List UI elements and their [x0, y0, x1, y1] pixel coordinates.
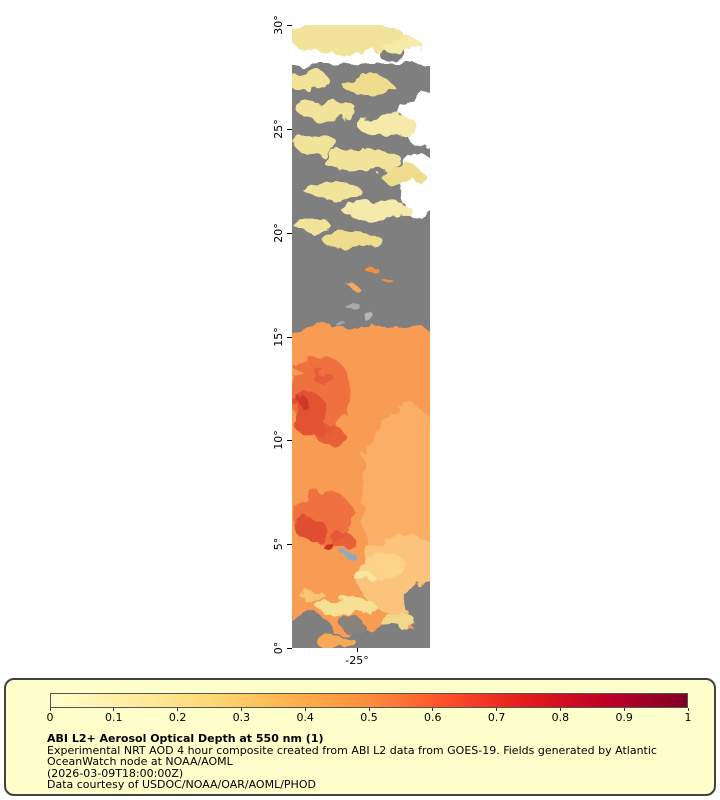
- colorbar-tick-label: 0.5: [360, 711, 378, 724]
- tick-mark: [240, 708, 242, 711]
- tick-mark: [287, 439, 292, 441]
- legend-text: ABI L2+ Aerosol Optical Depth at 550 nm …: [47, 733, 694, 791]
- tick-mark: [432, 708, 434, 711]
- colorbar-tick-label: 0.3: [232, 711, 251, 724]
- tick-mark: [687, 708, 689, 711]
- colorbar-tick-label: 0.9: [615, 711, 633, 724]
- y-axis-label: 10°: [272, 430, 285, 450]
- tick-mark: [287, 647, 292, 649]
- colorbar-tick-label: 1: [684, 711, 692, 724]
- tick-mark: [287, 336, 292, 338]
- y-axis-label: 25°: [272, 119, 285, 139]
- tick-mark: [496, 708, 498, 711]
- colorbar-ticks: 0 0.1 0.2 0.3 0.4 0.5 0.6 0.7 0.8 0.9 1: [46, 708, 692, 728]
- colorbar-tick-label: 0.2: [168, 711, 187, 724]
- x-axis-label: -25°: [345, 654, 369, 667]
- tick-mark: [287, 128, 292, 130]
- y-axis-label: 20°: [272, 223, 285, 243]
- colorbar-tick-label: 0.7: [487, 711, 506, 724]
- colorbar-tick-label: 0.8: [551, 711, 570, 724]
- tick-mark: [287, 24, 292, 26]
- tick-mark: [356, 648, 358, 652]
- tick-mark: [287, 543, 292, 545]
- tick-mark: [287, 232, 292, 234]
- colorbar-tick-label: 0.4: [296, 711, 314, 724]
- legend-title: ABI L2+ Aerosol Optical Depth at 550 nm …: [47, 732, 324, 745]
- tick-mark: [559, 708, 561, 711]
- y-axis-label: 0°: [272, 641, 285, 655]
- legend-box: 0 0.1 0.2 0.3 0.4 0.5 0.6 0.7 0.8 0.9 1 …: [4, 678, 716, 796]
- y-axis-label: 15°: [272, 327, 285, 347]
- y-axis-label: 30°: [272, 15, 285, 35]
- colorbar-tick-label: 0: [46, 711, 54, 724]
- legend-timestamp: (2026-03-09T18:00:00Z): [47, 766, 184, 780]
- tick-mark: [113, 708, 115, 711]
- tick-mark: [623, 708, 625, 711]
- tick-mark: [304, 708, 306, 711]
- tick-mark: [49, 708, 51, 711]
- y-axis-label: 5°: [272, 537, 285, 551]
- aod-map: 30° 25° 20° 15° 10° 5° 0° -25°: [272, 15, 430, 667]
- colorbar-tick-label: 0.1: [105, 711, 123, 724]
- legend-description: Experimental NRT AOD 4 hour composite cr…: [47, 743, 657, 769]
- colorbar-gradient: [50, 693, 688, 708]
- aod-map-raster: [292, 25, 430, 648]
- tick-mark: [368, 708, 370, 711]
- tick-mark: [177, 708, 179, 711]
- legend-courtesy: Data courtesy of USDOC/NOAA/OAR/AOML/PHO…: [47, 778, 316, 792]
- colorbar-tick-label: 0.6: [424, 711, 442, 724]
